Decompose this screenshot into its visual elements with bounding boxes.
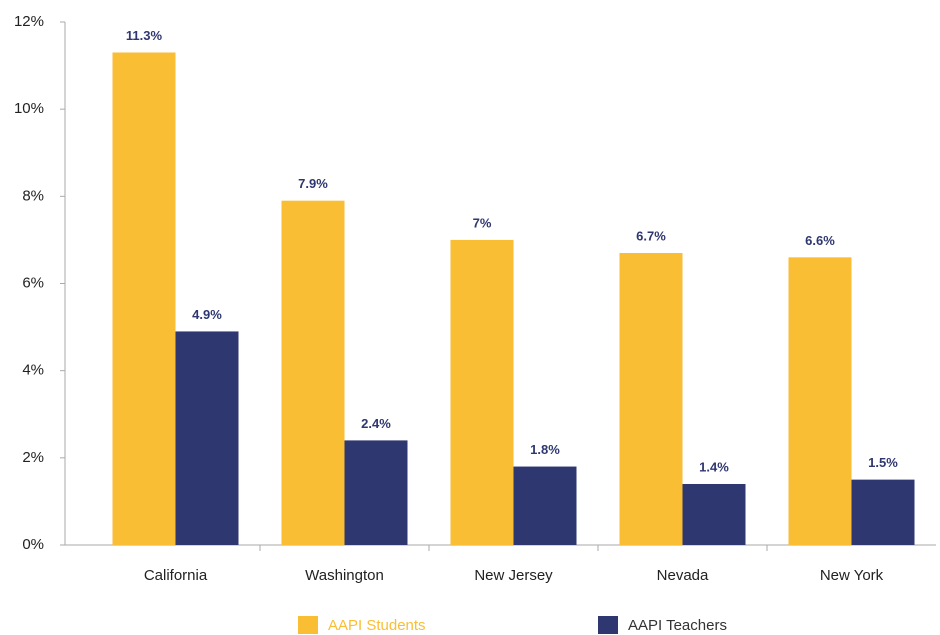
value-label: 7.9% bbox=[298, 176, 328, 191]
legend-label: AAPI Teachers bbox=[628, 617, 727, 634]
x-tick-label: Washington bbox=[305, 567, 384, 584]
x-tick-label: California bbox=[144, 567, 208, 584]
bar bbox=[682, 483, 746, 545]
bar bbox=[513, 466, 577, 545]
value-label: 6.6% bbox=[805, 233, 835, 248]
legend-label: AAPI Students bbox=[328, 617, 426, 634]
bar bbox=[112, 52, 176, 546]
value-label: 1.8% bbox=[530, 442, 560, 457]
y-tick-label: 10% bbox=[14, 100, 44, 117]
bar bbox=[788, 257, 852, 545]
y-tick-label: 12% bbox=[14, 13, 44, 30]
bar bbox=[344, 440, 408, 545]
value-label: 1.4% bbox=[699, 459, 729, 474]
value-label: 7% bbox=[473, 215, 492, 230]
value-label: 6.7% bbox=[636, 228, 666, 243]
y-tick-label: 6% bbox=[22, 274, 44, 291]
value-label: 2.4% bbox=[361, 416, 391, 431]
bar bbox=[281, 200, 345, 546]
y-tick-label: 2% bbox=[22, 449, 44, 466]
y-tick-label: 4% bbox=[22, 362, 44, 379]
value-label: 4.9% bbox=[192, 307, 222, 322]
value-label: 11.3% bbox=[126, 28, 163, 43]
bar bbox=[619, 252, 683, 545]
y-tick-label: 8% bbox=[22, 187, 44, 204]
x-tick-label: New Jersey bbox=[474, 567, 553, 584]
bar bbox=[175, 331, 239, 545]
x-tick-label: New York bbox=[820, 567, 884, 584]
y-tick-label: 0% bbox=[22, 536, 44, 553]
value-label: 1.5% bbox=[868, 455, 898, 470]
bar bbox=[851, 479, 915, 545]
bar bbox=[450, 239, 514, 545]
legend-swatch bbox=[298, 616, 318, 634]
legend-swatch bbox=[598, 616, 618, 634]
x-tick-label: Nevada bbox=[657, 567, 709, 584]
